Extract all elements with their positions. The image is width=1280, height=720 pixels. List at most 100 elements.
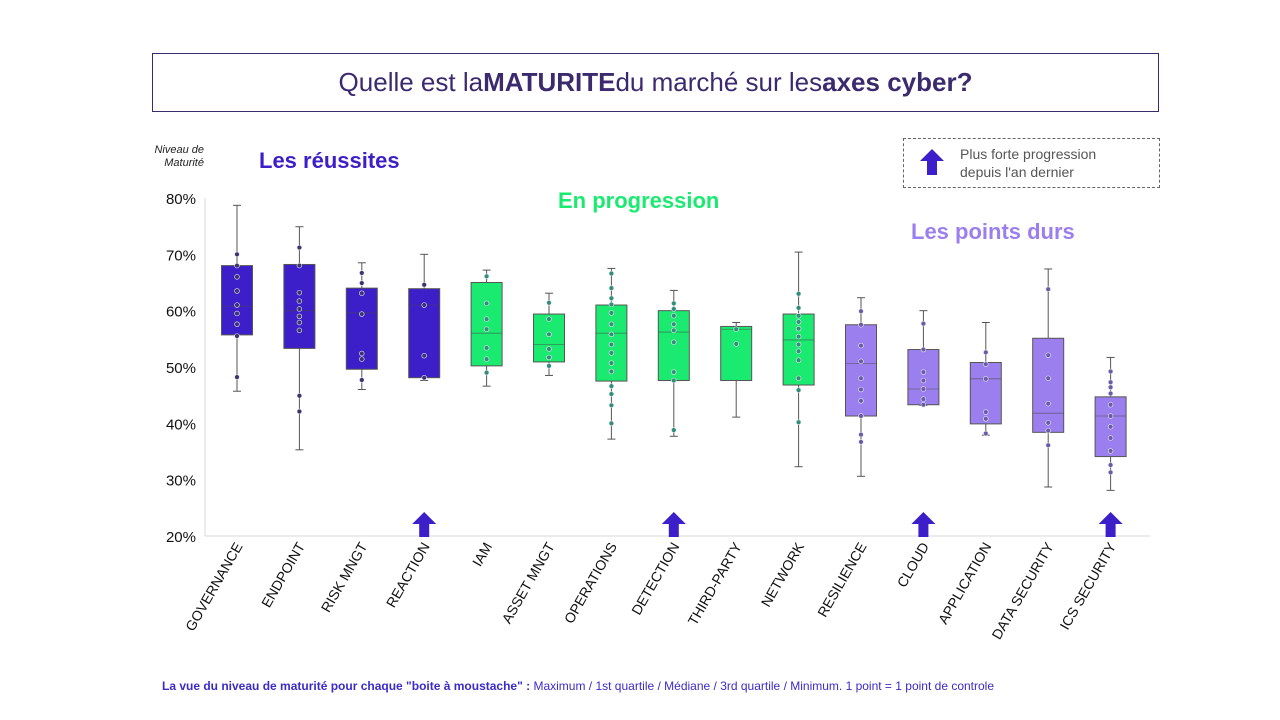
data-point [795, 357, 802, 363]
data-point [920, 402, 927, 408]
box-network [782, 251, 815, 468]
box-rect [1032, 337, 1065, 433]
x-tick-label: GOVERNANCE [182, 540, 246, 634]
y-axis: 20% 30% 40% 50% 60% 70% 80% [166, 191, 1150, 546]
data-point [983, 416, 989, 422]
data-point [1045, 427, 1051, 434]
data-point [983, 349, 989, 356]
data-point [983, 376, 989, 382]
x-tick-label: DETECTION [628, 540, 682, 618]
data-point [234, 251, 240, 258]
legend-line2: depuis l'an dernier [960, 164, 1074, 180]
data-point [671, 377, 677, 384]
x-tick-label: ICS SECURITY [1056, 539, 1119, 632]
data-point [858, 386, 864, 393]
data-point [608, 350, 615, 356]
box-governance [221, 204, 253, 392]
group-label-reussites: Les réussites [259, 148, 400, 173]
box-third-party [720, 321, 753, 418]
data-point [1045, 286, 1051, 292]
x-tick-label: ASSET MNGT [498, 539, 557, 626]
x-axis-labels: GOVERNANCE ENDPOINT RISK MNGT REACTION IAM AS… [182, 539, 1120, 642]
data-point [1045, 420, 1051, 426]
data-point [795, 348, 802, 354]
box-resilience [845, 297, 877, 477]
data-point [421, 282, 427, 288]
box-rect [470, 282, 503, 367]
data-point [359, 290, 365, 296]
data-point [296, 262, 303, 269]
data-point [546, 354, 552, 361]
data-point [858, 342, 864, 349]
box-rect [533, 313, 565, 363]
data-point [483, 316, 490, 322]
data-point [733, 326, 739, 332]
data-point [608, 295, 615, 301]
x-tick-label: IAM [469, 540, 495, 570]
x-tick-label: RESILIENCE [814, 540, 869, 620]
data-point [359, 270, 365, 276]
data-point [608, 402, 615, 409]
box-detection [657, 289, 690, 437]
box-asset-mngt [533, 292, 565, 376]
data-point [608, 368, 615, 375]
data-point [1107, 462, 1114, 468]
data-point [234, 262, 240, 269]
data-point [296, 393, 303, 399]
y-axis-label: Niveau de Maturité [140, 144, 204, 170]
box-operations [595, 267, 628, 440]
data-point [983, 361, 989, 367]
data-point [234, 333, 240, 339]
data-point [733, 341, 739, 347]
data-point [1107, 424, 1114, 430]
data-point [1045, 442, 1051, 449]
data-point [234, 302, 240, 308]
data-point [296, 408, 303, 415]
data-point [671, 427, 677, 433]
x-tick-label: NETWORK [758, 539, 808, 610]
data-point [483, 326, 490, 332]
x-tick-label: ENDPOINT [258, 539, 308, 610]
data-point [671, 313, 677, 319]
data-point [359, 311, 365, 317]
data-point [858, 398, 864, 404]
data-point [983, 430, 989, 437]
data-point [359, 356, 365, 362]
data-point [1045, 352, 1051, 358]
chart-title: Quelle est la MATURITE du marché sur les… [152, 53, 1159, 112]
data-point [795, 319, 802, 325]
data-point [858, 431, 864, 438]
boxes [221, 204, 1127, 491]
y-tick-label: 40% [166, 416, 196, 433]
data-point [421, 375, 427, 381]
box-risk-mngt [345, 262, 378, 391]
y-tick-label: 30% [166, 473, 196, 490]
data-point [546, 346, 552, 352]
data-point [671, 300, 677, 307]
footnote: La vue du niveau de maturité pour chaque… [162, 679, 994, 693]
y-tick-label: 70% [166, 247, 196, 264]
x-tick-label: RISK MNGT [318, 539, 371, 615]
box-endpoint [283, 226, 316, 451]
title-part1: Quelle est la [338, 67, 484, 97]
box-cloud [907, 310, 940, 408]
data-point [795, 341, 802, 348]
footnote-bold: La vue du niveau de maturité pour chaque… [162, 679, 531, 693]
box-reaction [408, 253, 441, 382]
title-bold1: MATURITE [483, 67, 616, 97]
data-point [234, 374, 240, 380]
data-point [1107, 469, 1114, 476]
data-point [421, 302, 427, 308]
data-point [608, 301, 615, 308]
y-axis-label-line2: Maturité [164, 157, 204, 169]
y-axis-label-line1: Niveau de [154, 144, 204, 156]
data-point [296, 244, 303, 251]
footnote-text: Maximum / 1st quartile / Médiane / 3rd q… [530, 679, 995, 693]
data-point [1107, 413, 1114, 419]
data-point [671, 327, 677, 334]
data-point [1045, 400, 1051, 407]
data-point [483, 356, 490, 362]
data-point [546, 363, 552, 369]
data-point [920, 377, 927, 384]
data-point [983, 409, 989, 415]
